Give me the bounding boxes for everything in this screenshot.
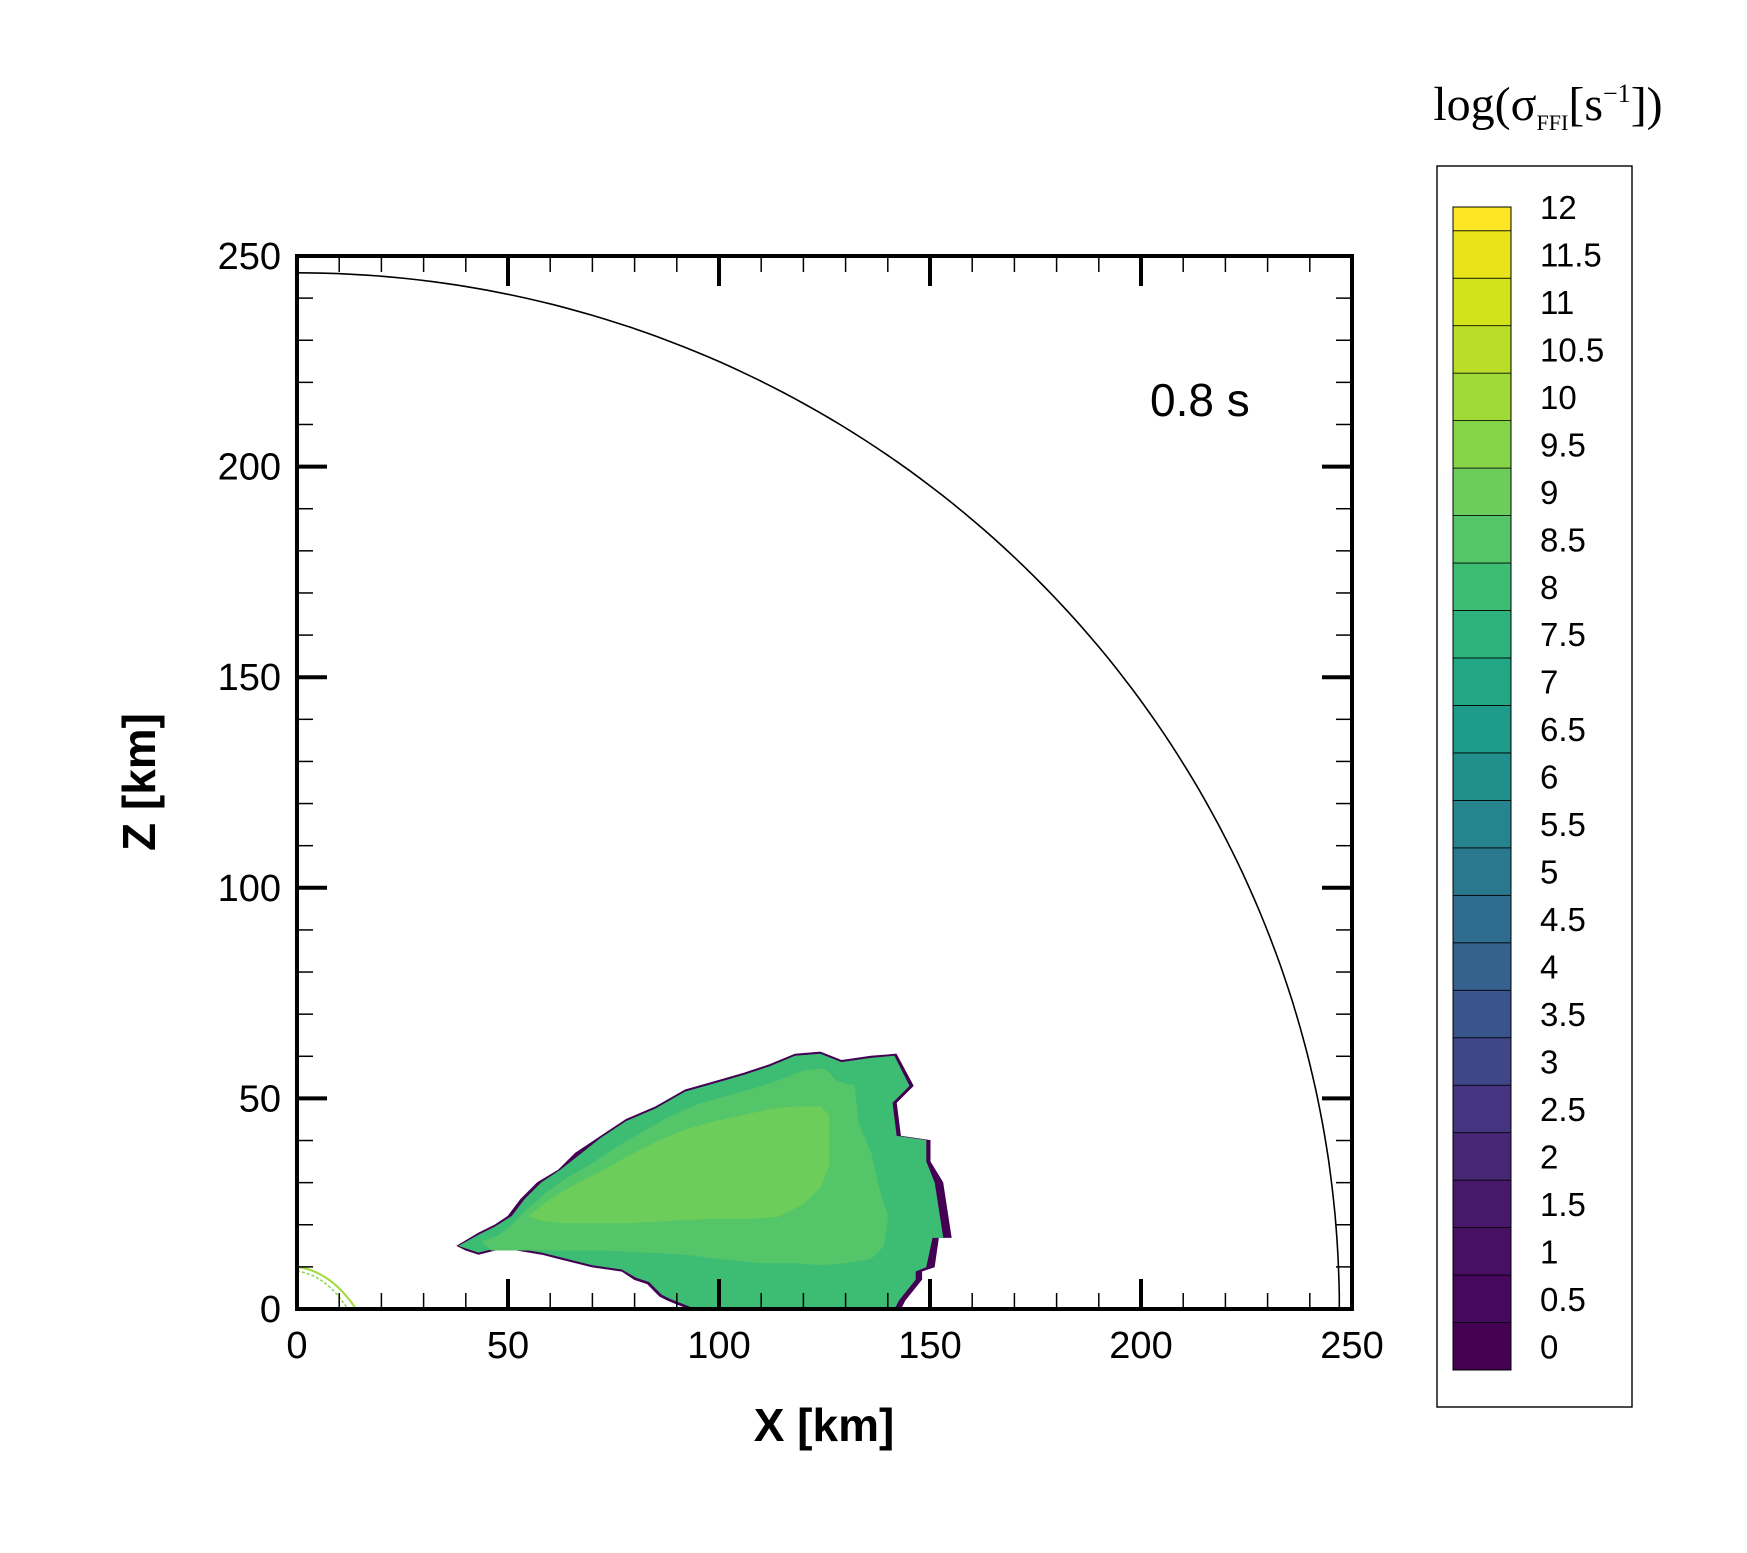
- y-tick-label: 100: [218, 868, 281, 910]
- colorbar-swatch: [1452, 1274, 1512, 1323]
- colorbar-title-prefix: log(: [1433, 78, 1510, 131]
- y-tick-label: 250: [218, 236, 281, 278]
- colorbar-label: 4.5: [1540, 901, 1586, 938]
- colorbar-swatch: [1452, 942, 1512, 991]
- colorbar-label: 7: [1540, 664, 1558, 701]
- colorbar-label: 1.5: [1540, 1186, 1586, 1223]
- colorbar-swatch: [1452, 1084, 1512, 1134]
- colorbar-swatch: [1452, 1322, 1512, 1371]
- colorbar-swatch: [1452, 515, 1512, 564]
- y-axis-title: Z [km]: [113, 713, 165, 851]
- time-annotation: 0.8 s: [1150, 374, 1250, 426]
- axes: 0 50 100 150 200 250 0 50 100 150 200 250: [218, 236, 1384, 1367]
- colorbar-title-unit-close: ]): [1631, 78, 1663, 131]
- colorbar: 1211.51110.5109.598.587.576.565.554.543.…: [1452, 189, 1604, 1371]
- colorbar-swatch: [1452, 847, 1512, 896]
- colorbar-swatch: [1452, 1132, 1512, 1181]
- colorbar-label: 2.5: [1540, 1091, 1586, 1128]
- colorbar-label: 7.5: [1540, 616, 1586, 653]
- colorbar-swatch: [1452, 372, 1512, 422]
- colorbar-label: 2: [1540, 1138, 1558, 1175]
- x-tick-label: 200: [1109, 1325, 1172, 1367]
- x-tick-label: 100: [687, 1325, 750, 1367]
- origin-feature: [296, 1265, 357, 1310]
- colorbar-swatch: [1452, 206, 1512, 232]
- colorbar-label: 8.5: [1540, 521, 1586, 558]
- colorbar-label: 10.5: [1540, 331, 1604, 368]
- x-axis-title: X [km]: [754, 1399, 895, 1451]
- colorbar-label: 5: [1540, 854, 1558, 891]
- y-tick-label: 50: [239, 1078, 281, 1120]
- colorbar-swatch: [1452, 610, 1512, 659]
- contour-region-level-9-5: [528, 1106, 830, 1224]
- colorbar-swatch: [1452, 467, 1512, 516]
- colorbar-swatch: [1452, 562, 1512, 611]
- colorbar-title-sigma: σ: [1511, 78, 1537, 131]
- colorbar-title-unit-open: [s: [1568, 78, 1603, 131]
- y-tick-label: 200: [218, 447, 281, 489]
- x-tick-label: 0: [286, 1325, 307, 1367]
- colorbar-swatch: [1452, 1179, 1512, 1228]
- colorbar-swatch: [1452, 230, 1512, 279]
- origin-feature-arc-outer: [296, 1265, 357, 1310]
- colorbar-label: 3: [1540, 1043, 1558, 1080]
- colorbar-swatch: [1452, 1227, 1512, 1276]
- colorbar-swatch: [1452, 989, 1512, 1039]
- colorbar-label: 8: [1540, 569, 1558, 606]
- colorbar-label: 6.5: [1540, 711, 1586, 748]
- colorbar-title: log(σFFI[s−1]): [1433, 78, 1662, 135]
- colorbar-swatch: [1452, 1037, 1512, 1086]
- colorbar-label: 6: [1540, 759, 1558, 796]
- colorbar-swatch: [1452, 894, 1512, 944]
- colorbar-swatch: [1452, 325, 1512, 374]
- axes-frame: [295, 254, 1354, 1311]
- colorbar-label: 10: [1540, 379, 1577, 416]
- origin-feature-arc-inner: [296, 1270, 349, 1310]
- x-tick-label: 50: [487, 1325, 529, 1367]
- x-tick-label: 250: [1320, 1325, 1383, 1367]
- colorbar-swatch: [1452, 657, 1512, 706]
- reference-curve: [296, 272, 1341, 1309]
- colorbar-label: 5.5: [1540, 806, 1586, 843]
- contour-layer: [456, 1051, 952, 1310]
- colorbar-label: 0: [1540, 1328, 1558, 1365]
- colorbar-label: 9: [1540, 474, 1558, 511]
- colorbar-title-sub: FFI: [1537, 110, 1569, 135]
- colorbar-swatch: [1452, 705, 1512, 754]
- colorbar-outline: [1452, 206, 1512, 1371]
- colorbar-swatch: [1452, 420, 1512, 469]
- x-tick-label: 150: [898, 1325, 961, 1367]
- y-tick-label: 0: [260, 1289, 281, 1331]
- colorbar-label: 0.5: [1540, 1281, 1586, 1318]
- colorbar-label: 9.5: [1540, 426, 1586, 463]
- colorbar-label: 11: [1540, 284, 1574, 321]
- colorbar-title-sup: −1: [1603, 79, 1631, 108]
- colorbar-label: 1: [1540, 1233, 1558, 1270]
- colorbar-swatch: [1452, 799, 1512, 849]
- colorbar-label: 4: [1540, 949, 1558, 986]
- y-tick-label: 150: [218, 657, 281, 699]
- colorbar-swatch: [1452, 752, 1512, 801]
- colorbar-label: 11.5: [1540, 236, 1602, 273]
- colorbar-label: 12: [1540, 189, 1577, 226]
- colorbar-swatch: [1452, 277, 1512, 327]
- colorbar-label: 3.5: [1540, 996, 1586, 1033]
